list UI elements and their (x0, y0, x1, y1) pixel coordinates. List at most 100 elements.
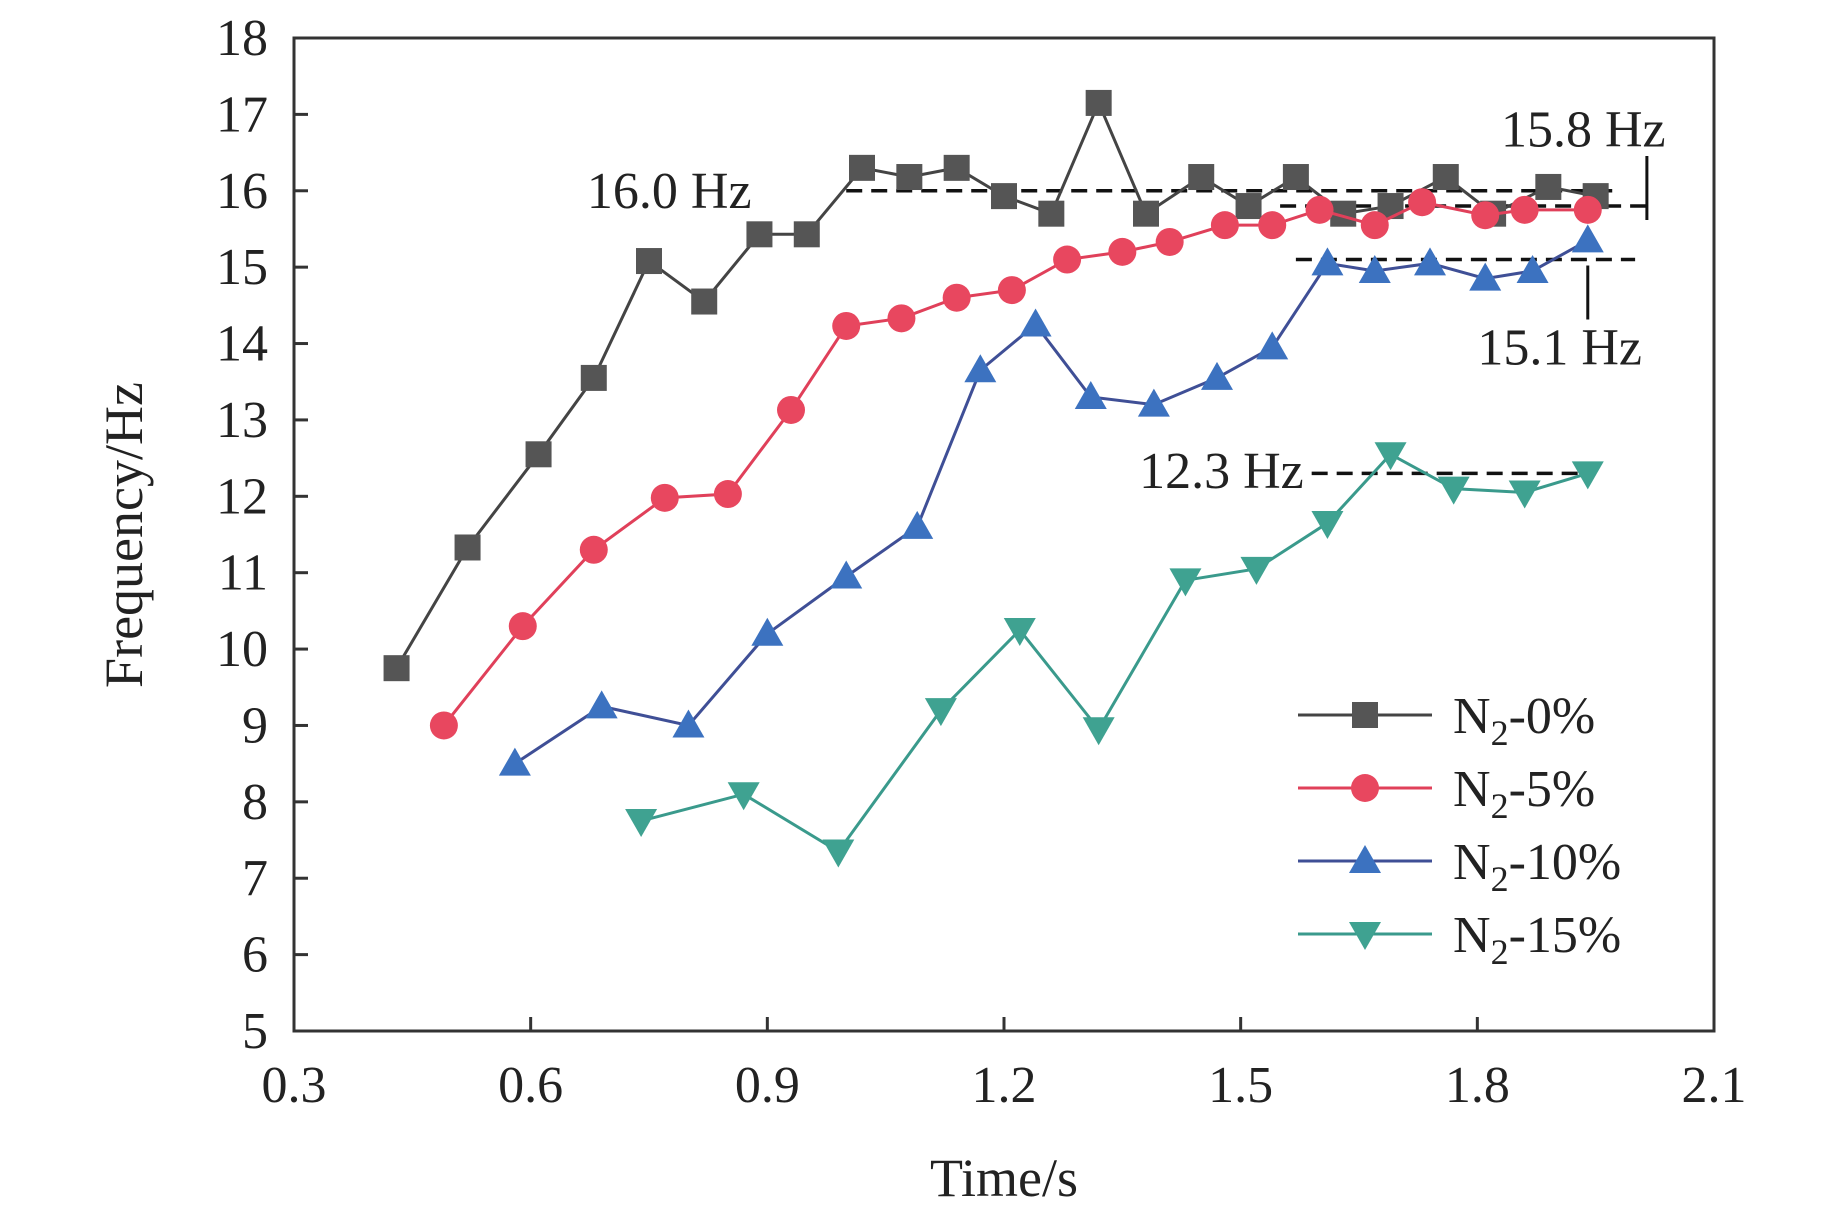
data-point (991, 183, 1017, 210)
y-tick-label: 5 (242, 1003, 268, 1060)
data-point (429, 711, 458, 740)
y-tick-label: 17 (216, 86, 268, 143)
data-point (901, 510, 934, 539)
data-point (454, 534, 481, 561)
data-point (1508, 480, 1541, 509)
data-point (832, 311, 861, 340)
annotation-label: 15.8 Hz (1501, 102, 1666, 159)
legend-marker (1349, 922, 1381, 950)
data-point (1374, 442, 1407, 471)
data-point (1074, 381, 1107, 410)
x-axis-title: Time/s (930, 1148, 1078, 1208)
data-point (1258, 211, 1287, 240)
data-point (830, 560, 863, 589)
y-tick-label: 7 (242, 850, 268, 907)
data-point (793, 221, 820, 248)
data-point (746, 221, 773, 248)
data-point (1235, 193, 1262, 220)
data-point (777, 395, 805, 424)
data-point (1137, 388, 1170, 417)
data-point (1471, 201, 1500, 230)
data-point (1437, 476, 1470, 505)
data-point (924, 698, 957, 727)
data-point (579, 535, 608, 564)
data-point (585, 690, 618, 719)
legend-marker (1349, 845, 1381, 873)
data-point (1573, 195, 1602, 224)
x-tick-label: 1.8 (1445, 1057, 1510, 1114)
data-point (942, 283, 971, 312)
data-point (887, 304, 916, 333)
annotation-label: 12.3 Hz (1139, 443, 1304, 500)
series-5-percent (429, 188, 1602, 740)
legend-label: N2-5% (1453, 761, 1595, 826)
data-point (580, 364, 607, 391)
legend-item: N2-10% (1298, 834, 1621, 899)
data-point (1535, 173, 1562, 200)
data-point (650, 483, 679, 512)
series-10-percent (498, 224, 1604, 776)
legend: N2-0% N2-5% N2-10% N2-15% (1298, 688, 1621, 972)
data-point (1019, 308, 1052, 337)
y-tick-label: 10 (216, 621, 268, 678)
data-point (1085, 89, 1112, 116)
data-point (672, 709, 705, 738)
y-tick-label: 15 (216, 239, 268, 296)
x-tick-label: 0.9 (735, 1057, 800, 1114)
y-axis-title: Frequency/Hz (94, 382, 154, 688)
x-tick-label: 1.5 (1208, 1057, 1273, 1114)
data-point (1256, 331, 1289, 360)
data-point (1082, 717, 1115, 746)
y-tick-label: 13 (216, 392, 268, 449)
legend-label: N2-10% (1453, 834, 1621, 899)
series-15-percent (625, 442, 1604, 868)
data-point (1003, 617, 1036, 646)
x-tick-label: 2.1 (1682, 1057, 1747, 1114)
data-point (498, 747, 531, 776)
data-point (691, 288, 718, 315)
data-point (1432, 164, 1459, 191)
data-point (1201, 361, 1233, 390)
data-point (1360, 211, 1389, 240)
data-point (1571, 224, 1604, 253)
axes-layer: 0.3 0.6 0.9 1.2 1.5 1.8 2.1 5 6 7 8 9 10 11 12 13 14 15 16… (216, 10, 1747, 1114)
data-point (1408, 188, 1437, 217)
legend-marker (1351, 774, 1379, 802)
y-tick-label: 14 (216, 316, 268, 373)
annotations-layer: 16.0 Hz 15.8 Hz 15.1 Hz 12.3 Hz (587, 102, 1666, 500)
data-point (1358, 254, 1391, 283)
x-tick-label: 0.6 (498, 1057, 563, 1114)
data-point (727, 782, 760, 811)
data-point (1169, 568, 1202, 597)
series-0-percent (383, 89, 1609, 682)
y-tick-label: 11 (218, 545, 268, 602)
series-line (640, 452, 1589, 854)
data-point (943, 154, 970, 181)
data-point (1311, 247, 1344, 276)
data-point (1305, 195, 1334, 224)
y-tick-label: 18 (216, 10, 268, 67)
data-point (1469, 262, 1502, 291)
data-point (964, 354, 997, 383)
legend-label: N2-0% (1453, 688, 1595, 753)
data-point (1053, 245, 1082, 274)
annotation-label: 15.1 Hz (1477, 319, 1642, 376)
data-point (1282, 164, 1309, 191)
data-point (997, 276, 1026, 305)
legend-marker (1352, 702, 1378, 728)
data-point (849, 154, 875, 181)
x-tick-label: 1.2 (972, 1057, 1037, 1114)
y-tick-label: 6 (242, 927, 268, 984)
x-tick-label: 0.3 (262, 1057, 327, 1114)
legend-label: N2-15% (1453, 907, 1621, 972)
legend-item: N2-5% (1298, 761, 1595, 826)
data-point (1311, 511, 1344, 540)
data-point (508, 612, 537, 641)
y-tick-label: 9 (242, 697, 268, 754)
data-point (896, 164, 923, 191)
series-layer (383, 89, 1609, 868)
legend-item: N2-0% (1298, 688, 1595, 753)
data-point (636, 248, 662, 275)
data-point (1414, 247, 1446, 276)
